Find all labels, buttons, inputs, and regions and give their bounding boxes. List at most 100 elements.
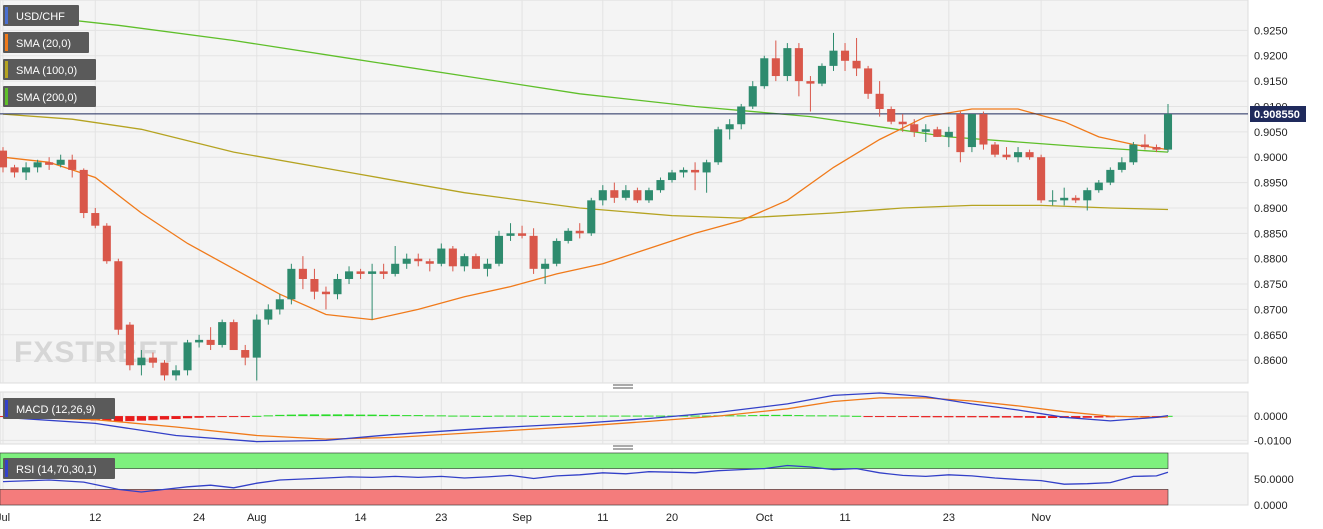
candle-up (541, 263, 550, 269)
macd-histogram-bar (898, 416, 908, 418)
macd-histogram-bar (217, 416, 227, 418)
macd-histogram-bar (851, 415, 862, 417)
candle-down (794, 48, 803, 82)
date-tick-label: Nov (1031, 512, 1051, 524)
candle-up (22, 167, 31, 173)
candle-down (933, 129, 942, 137)
candle-up (1117, 162, 1126, 170)
candle-down (114, 261, 123, 330)
macd-histogram-bar (955, 416, 965, 418)
macd-histogram-bar (540, 415, 550, 417)
price-tick-label: 0.9000 (1254, 152, 1288, 164)
macd-histogram-bar (136, 416, 147, 421)
candle-up (333, 278, 342, 295)
macd-histogram-bar (367, 414, 377, 417)
candle-up (714, 129, 723, 163)
price-tick-label: 0.9250 (1254, 25, 1288, 37)
candle-up (1048, 200, 1057, 202)
macd-histogram-bar (390, 414, 400, 417)
macd-histogram-bar (990, 416, 1000, 418)
macd-histogram-bar (1071, 416, 1081, 419)
sma100-tag[interactable]: SMA (100,0) (3, 59, 96, 80)
candle-up (748, 86, 757, 107)
candle-down (448, 248, 457, 267)
price-tick-label: 0.9050 (1254, 127, 1288, 139)
candle-down (425, 261, 434, 264)
candle-down (379, 271, 388, 274)
candle-up (967, 114, 976, 148)
candle-up (506, 233, 515, 236)
date-tick-label: 14 (354, 512, 366, 524)
macd-histogram-bar (459, 415, 469, 417)
rsi-tag[interactable]: RSI (14,70,30,1) (3, 458, 115, 479)
macd-histogram-bar (263, 415, 273, 417)
macd-histogram-bar (332, 414, 343, 417)
candle-down (840, 50, 850, 61)
macd-histogram-bar (1013, 416, 1023, 418)
candle-down (321, 291, 331, 295)
svg-text:RSI (14,70,30,1): RSI (14,70,30,1) (16, 464, 97, 476)
macd-histogram-bar (425, 415, 435, 417)
candle-up (552, 240, 561, 264)
macd-histogram-bar (644, 415, 654, 417)
macd-histogram-bar (1082, 416, 1092, 418)
macd-histogram-bar (309, 414, 320, 417)
macd-panel-resize-handle[interactable] (613, 384, 633, 389)
macd-tag[interactable]: MACD (12,26,9) (3, 398, 115, 419)
candle-down (79, 169, 88, 214)
candle-up (183, 342, 192, 371)
macd-histogram-bar (632, 415, 643, 417)
candle-down (887, 109, 896, 122)
sma20-tag[interactable]: SMA (20,0) (3, 32, 89, 53)
macd-histogram-bar (655, 415, 666, 417)
macd-histogram-bar (1036, 416, 1046, 419)
candle-down (864, 68, 873, 94)
candle-up (587, 200, 596, 234)
candle-up (391, 263, 400, 274)
price-tick-label: 0.9200 (1254, 51, 1288, 63)
candle-down (414, 258, 423, 262)
macd-histogram-bar (413, 415, 423, 417)
macd-histogram-bar (563, 415, 573, 417)
candle-up (760, 58, 769, 87)
candle-down (102, 225, 111, 262)
price-tick-label: 0.8750 (1254, 279, 1288, 291)
macd-histogram-bar (275, 414, 285, 417)
candle-up (944, 131, 953, 137)
macd-histogram-bar (621, 415, 631, 417)
symbol-tag[interactable]: USD/CHF (3, 5, 79, 26)
sma200-tag[interactable]: SMA (200,0) (3, 86, 96, 107)
macd-histogram-bar (252, 415, 262, 417)
macd-histogram-bar (344, 414, 354, 417)
macd-histogram-bar (505, 415, 516, 417)
macd-histogram-bar (494, 415, 504, 417)
rsi-overbought-zone (0, 452, 1169, 469)
candle-up (656, 180, 665, 191)
candle-up (598, 190, 607, 201)
macd-histogram-bar (206, 416, 216, 418)
macd-histogram-bar (1024, 416, 1035, 418)
macd-histogram-bar (598, 415, 608, 417)
macd-histogram-bar (1094, 416, 1104, 418)
date-tick-label: Oct (756, 512, 773, 524)
date-tick-label: 24 (193, 512, 205, 524)
macd-histogram-bar (863, 416, 873, 418)
candle-down (91, 213, 100, 226)
candle-up (275, 299, 284, 310)
candle-down (0, 150, 8, 168)
candle-down (910, 124, 919, 132)
macd-histogram-bar (921, 416, 931, 418)
date-tick-label: 23 (435, 512, 447, 524)
macd-histogram-bar (932, 416, 942, 418)
macd-histogram-bar (229, 416, 239, 418)
rsi-panel-resize-handle[interactable] (613, 445, 633, 450)
candle-down (518, 233, 527, 236)
candle-up (702, 162, 711, 173)
price-tick-label: 0.8850 (1254, 228, 1288, 240)
macd-histogram-bar (125, 416, 135, 422)
macd-histogram-bar (794, 415, 804, 417)
candle-up (137, 357, 146, 366)
price-tick-label: 0.8700 (1254, 304, 1288, 316)
date-tick-label: Aug (247, 512, 267, 524)
candle-up (264, 309, 273, 320)
